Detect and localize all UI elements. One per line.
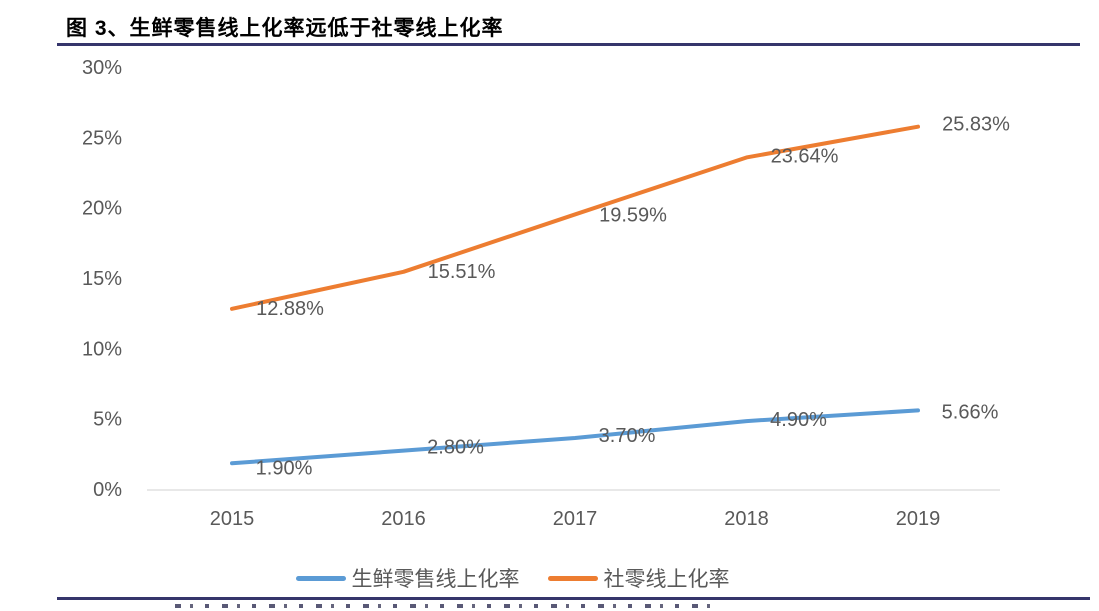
legend-line-swatch-blue bbox=[295, 575, 346, 581]
y-tick-label: 10% bbox=[82, 338, 122, 360]
y-tick-label: 5% bbox=[93, 409, 122, 431]
data-label: 12.88% bbox=[256, 298, 324, 320]
legend-label: 生鲜零售线上化率 bbox=[351, 568, 520, 591]
data-label: 15.51% bbox=[428, 261, 496, 283]
legend-item-fresh-retail: 生鲜零售线上化率 bbox=[295, 563, 520, 593]
y-tick-label: 15% bbox=[82, 268, 122, 290]
legend-item-social-retail: 社零线上化率 bbox=[547, 563, 730, 593]
y-tick-label: 25% bbox=[82, 127, 122, 149]
y-tick-label: 0% bbox=[93, 479, 122, 501]
data-label: 2.80% bbox=[427, 437, 484, 459]
figure-title: 图 3、生鲜零售线上化率远低于社零线上化率 bbox=[66, 17, 504, 40]
data-label: 25.83% bbox=[942, 114, 1010, 136]
legend-line-swatch-orange bbox=[547, 575, 598, 581]
chart-legend: 生鲜零售线上化率 社零线上化率 bbox=[0, 563, 1062, 593]
x-tick-label: 2015 bbox=[210, 508, 255, 530]
data-label: 3.70% bbox=[599, 425, 656, 447]
y-tick-label: 30% bbox=[82, 57, 122, 79]
data-label: 1.90% bbox=[256, 457, 313, 479]
x-tick-label: 2016 bbox=[381, 508, 426, 530]
footer-divider-rule bbox=[57, 597, 1090, 600]
title-divider-rule bbox=[57, 43, 1080, 46]
series-line-1 bbox=[230, 124, 920, 311]
data-label: 23.64% bbox=[771, 145, 839, 167]
data-label: 5.66% bbox=[942, 401, 999, 423]
y-tick-label: 20% bbox=[82, 198, 122, 220]
legend-label: 社零线上化率 bbox=[603, 568, 730, 591]
clipped-source-text bbox=[175, 604, 710, 608]
x-tick-label: 2017 bbox=[553, 508, 598, 530]
data-label: 4.90% bbox=[770, 409, 827, 431]
series-line-0 bbox=[230, 408, 920, 466]
data-label: 19.59% bbox=[599, 204, 667, 226]
x-tick-label: 2018 bbox=[724, 508, 769, 530]
x-tick-label: 2019 bbox=[896, 508, 941, 530]
